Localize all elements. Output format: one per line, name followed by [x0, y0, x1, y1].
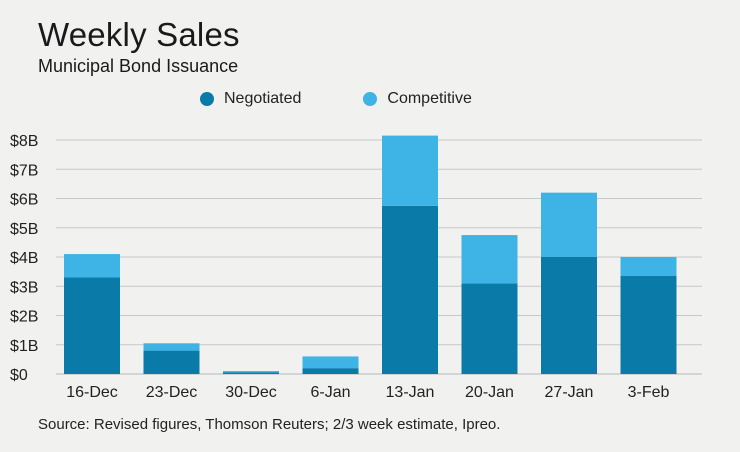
y-tick-label: $1B	[10, 338, 38, 355]
bar-negotiated	[620, 276, 677, 374]
x-tick-label: 27-Jan	[545, 384, 594, 401]
bar-competitive	[620, 257, 677, 277]
y-tick-label: $8B	[10, 133, 38, 150]
bar-competitive	[541, 192, 597, 257]
y-tick-label: $3B	[10, 279, 38, 296]
bar-negotiated	[302, 368, 359, 374]
chart-legend: Negotiated Competitive	[200, 90, 534, 108]
x-tick-label: 13-Jan	[386, 384, 435, 401]
x-tick-label: 16-Dec	[66, 384, 118, 401]
bar-competitive	[382, 135, 438, 206]
chart-subtitle: Municipal Bond Issuance	[38, 56, 239, 76]
x-tick-label: 3-Feb	[628, 384, 670, 401]
y-tick-label: $0	[10, 367, 28, 384]
bar-competitive	[223, 371, 279, 373]
legend-item-negotiated: Negotiated	[200, 90, 301, 108]
bar-negotiated	[382, 205, 438, 374]
bar-negotiated	[143, 350, 200, 374]
chart-source-note: Source: Revised figures, Thomson Reuters…	[38, 416, 501, 433]
x-tick-label: 6-Jan	[310, 384, 350, 401]
bar-competitive	[302, 356, 359, 369]
y-tick-label: $6B	[10, 192, 38, 209]
bar-negotiated	[223, 372, 279, 374]
y-tick-label: $4B	[10, 250, 38, 267]
bar-competitive	[64, 254, 120, 278]
bar-competitive	[143, 343, 200, 351]
bar-negotiated	[461, 283, 518, 374]
legend-label-competitive: Competitive	[387, 90, 472, 107]
y-tick-label: $7B	[10, 162, 38, 179]
x-tick-label: 20-Jan	[465, 384, 514, 401]
bar-negotiated	[541, 257, 597, 374]
x-tick-label: 23-Dec	[146, 384, 198, 401]
legend-item-competitive: Competitive	[363, 90, 472, 108]
y-tick-label: $5B	[10, 221, 38, 238]
legend-swatch-negotiated	[200, 92, 214, 106]
bar-negotiated	[64, 277, 120, 374]
x-tick-label: 30-Dec	[225, 384, 277, 401]
legend-swatch-competitive	[363, 92, 378, 106]
bar-competitive	[461, 235, 518, 284]
legend-label-negotiated: Negotiated	[224, 90, 302, 107]
y-tick-label: $2B	[10, 309, 38, 326]
chart-title: Weekly Sales	[38, 16, 240, 53]
